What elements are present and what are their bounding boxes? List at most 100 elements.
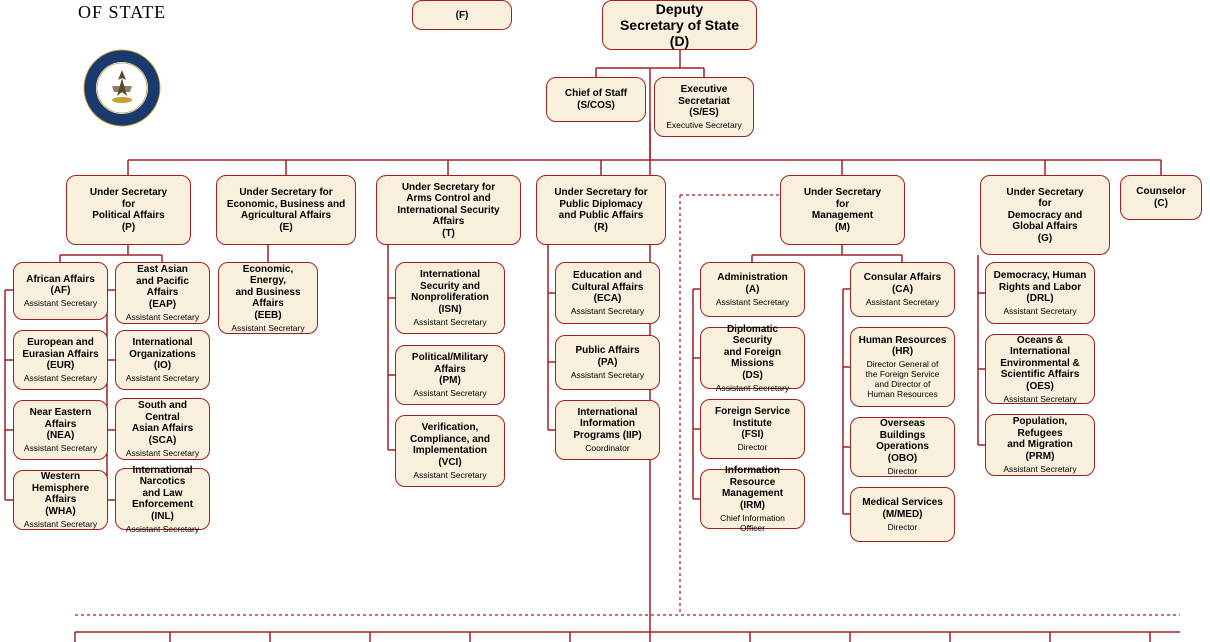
- org-node-f: (F): [412, 0, 512, 30]
- node-code: (DS): [742, 370, 763, 381]
- node-code: (T): [442, 228, 455, 239]
- org-node-a: Administration(A)Assistant Secretary: [700, 262, 805, 317]
- node-code: (P): [122, 222, 135, 233]
- org-node-ses: Executive Secretariat(S/ES)Executive Sec…: [654, 77, 754, 137]
- node-title: International Organizations: [129, 337, 196, 360]
- node-code: (PRM): [1026, 451, 1055, 462]
- node-code: (HR): [892, 346, 913, 357]
- node-title: Under Secretary for Democracy and Global…: [1006, 187, 1083, 233]
- state-seal-icon: [82, 48, 162, 128]
- node-role: Assistant Secretary: [231, 323, 304, 333]
- org-node-isn: International Security and Nonproliferat…: [395, 262, 505, 334]
- node-title: European and Eurasian Affairs: [22, 337, 98, 360]
- node-title: Public Affairs: [575, 345, 639, 357]
- org-node-us_m: Under Secretary for Management(M): [780, 175, 905, 245]
- node-code: (EAP): [149, 299, 176, 310]
- org-node-nea: Near Eastern Affairs(NEA)Assistant Secre…: [13, 400, 108, 460]
- node-title: Consular Affairs: [864, 272, 941, 284]
- node-title: East Asian and Pacific Affairs: [122, 264, 203, 299]
- node-title: Human Resources: [859, 335, 947, 347]
- org-node-med: Medical Services(M/MED)Director: [850, 487, 955, 542]
- node-code: (ECA): [594, 293, 622, 304]
- org-node-eur: European and Eurasian Affairs(EUR)Assist…: [13, 330, 108, 390]
- node-title: Under Secretary for Management: [804, 187, 881, 222]
- node-code: (FSI): [741, 429, 763, 440]
- org-node-eca: Education and Cultural Affairs(ECA) Assis…: [555, 262, 660, 324]
- node-title: Deputy Secretary of State: [620, 1, 739, 33]
- org-node-deputy: Deputy Secretary of State(D): [602, 0, 757, 50]
- node-title: Under Secretary for Economic, Business a…: [227, 187, 345, 222]
- org-node-vci: Verification, Compliance, and Implementa…: [395, 415, 505, 487]
- node-code: (E): [279, 222, 292, 233]
- org-node-irm: Information Resource Management(IRM)Chie…: [700, 469, 805, 529]
- node-title: Education and Cultural Affairs: [572, 270, 644, 293]
- org-node-iip: International Information Programs (IIP)…: [555, 400, 660, 460]
- node-role: Director: [888, 466, 918, 476]
- node-role: Assistant Secretary: [413, 388, 486, 398]
- org-node-us_e: Under Secretary for Economic, Business a…: [216, 175, 356, 245]
- node-role: Assistant Secretary: [571, 306, 644, 316]
- node-role: Assistant Secretary: [716, 297, 789, 307]
- node-code: (R): [594, 222, 608, 233]
- node-code: (ISN): [438, 304, 461, 315]
- node-title: Economic, Energy, and Business Affairs: [225, 264, 311, 310]
- org-node-fsi: Foreign Service Institute(FSI)Director: [700, 399, 805, 459]
- org-node-wha: Western Hemisphere Affairs(WHA)Assistant…: [13, 470, 108, 530]
- node-title: Western Hemisphere Affairs: [20, 471, 101, 506]
- node-code: (AF): [51, 285, 71, 296]
- node-code: (F): [456, 10, 469, 21]
- org-node-pa: Public Affairs(PA) Assistant Secretary: [555, 335, 660, 390]
- node-role: Assistant Secretary: [571, 370, 644, 380]
- node-role: Assistant Secretary: [413, 317, 486, 327]
- org-node-eeb: Economic, Energy, and Business Affairs(E…: [218, 262, 318, 334]
- org-node-sca: South and Central Asian Affairs(SCA) Assi…: [115, 398, 210, 460]
- node-code: (INL): [151, 511, 174, 522]
- node-code: (OBO): [888, 453, 917, 464]
- node-title: South and Central Asian Affairs: [122, 400, 203, 435]
- node-role: Chief Information Officer: [707, 513, 798, 533]
- org-node-drl: Democracy, Human Rights and Labor(DRL)As…: [985, 262, 1095, 324]
- org-node-ca: Consular Affairs(CA) Assistant Secretary: [850, 262, 955, 317]
- node-role: Assistant Secretary: [866, 297, 939, 307]
- node-role: Assistant Secretary: [716, 383, 789, 393]
- org-node-us_g: Under Secretary for Democracy and Global…: [980, 175, 1110, 255]
- node-role: Assistant Secretary: [126, 524, 199, 534]
- org-node-oes: Oceans & International Environmental & S…: [985, 334, 1095, 404]
- node-code: (A): [746, 284, 760, 295]
- node-role: Assistant Secretary: [126, 448, 199, 458]
- node-role: Coordinator: [585, 443, 629, 453]
- org-node-io: International Organizations(IO) Assistant…: [115, 330, 210, 390]
- node-title: Verification, Compliance, and Implementa…: [410, 422, 490, 457]
- node-code: (SCA): [149, 435, 177, 446]
- org-node-us_p: Under Secretary for Political Affairs(P): [66, 175, 191, 245]
- org-node-counselor: Counselor(C): [1120, 175, 1202, 220]
- node-role: Director: [738, 442, 768, 452]
- node-role: Assistant Secretary: [24, 443, 97, 453]
- node-role: Assistant Secretary: [126, 373, 199, 383]
- org-node-prm: Population, Refugees and Migration(PRM)A…: [985, 414, 1095, 476]
- node-role: Assistant Secretary: [126, 312, 199, 322]
- node-code: (WHA): [45, 506, 76, 517]
- org-node-us_r: Under Secretary for Public Diplomacy and…: [536, 175, 666, 245]
- node-title: Under Secretary for Public Diplomacy and…: [554, 187, 647, 222]
- org-node-inl: International Narcotics and Law Enforcem…: [115, 468, 210, 530]
- node-role: Executive Secretary: [666, 120, 742, 130]
- node-code: (NEA): [47, 430, 75, 441]
- node-code: (G): [1038, 233, 1052, 244]
- node-code: (S/ES): [689, 107, 718, 118]
- node-role: Assistant Secretary: [24, 298, 97, 308]
- node-code: (PA): [598, 357, 618, 368]
- node-title: International Narcotics and Law Enforcem…: [122, 465, 203, 511]
- node-code: (DRL): [1026, 293, 1053, 304]
- node-code: (CA): [892, 284, 913, 295]
- node-title: Under Secretary for Arms Control and Int…: [383, 182, 514, 228]
- node-title: International Security and Nonproliferat…: [411, 269, 489, 304]
- node-code: (PM): [439, 375, 461, 386]
- node-code: (IO): [154, 360, 171, 371]
- node-role: Assistant Secretary: [1003, 394, 1076, 404]
- node-title: African Affairs: [26, 274, 95, 286]
- node-title: Overseas Buildings Operations: [857, 418, 948, 453]
- node-title: Medical Services: [862, 497, 943, 509]
- org-node-ds: Diplomatic Security and Foreign Missions…: [700, 327, 805, 389]
- node-role: Director: [888, 522, 918, 532]
